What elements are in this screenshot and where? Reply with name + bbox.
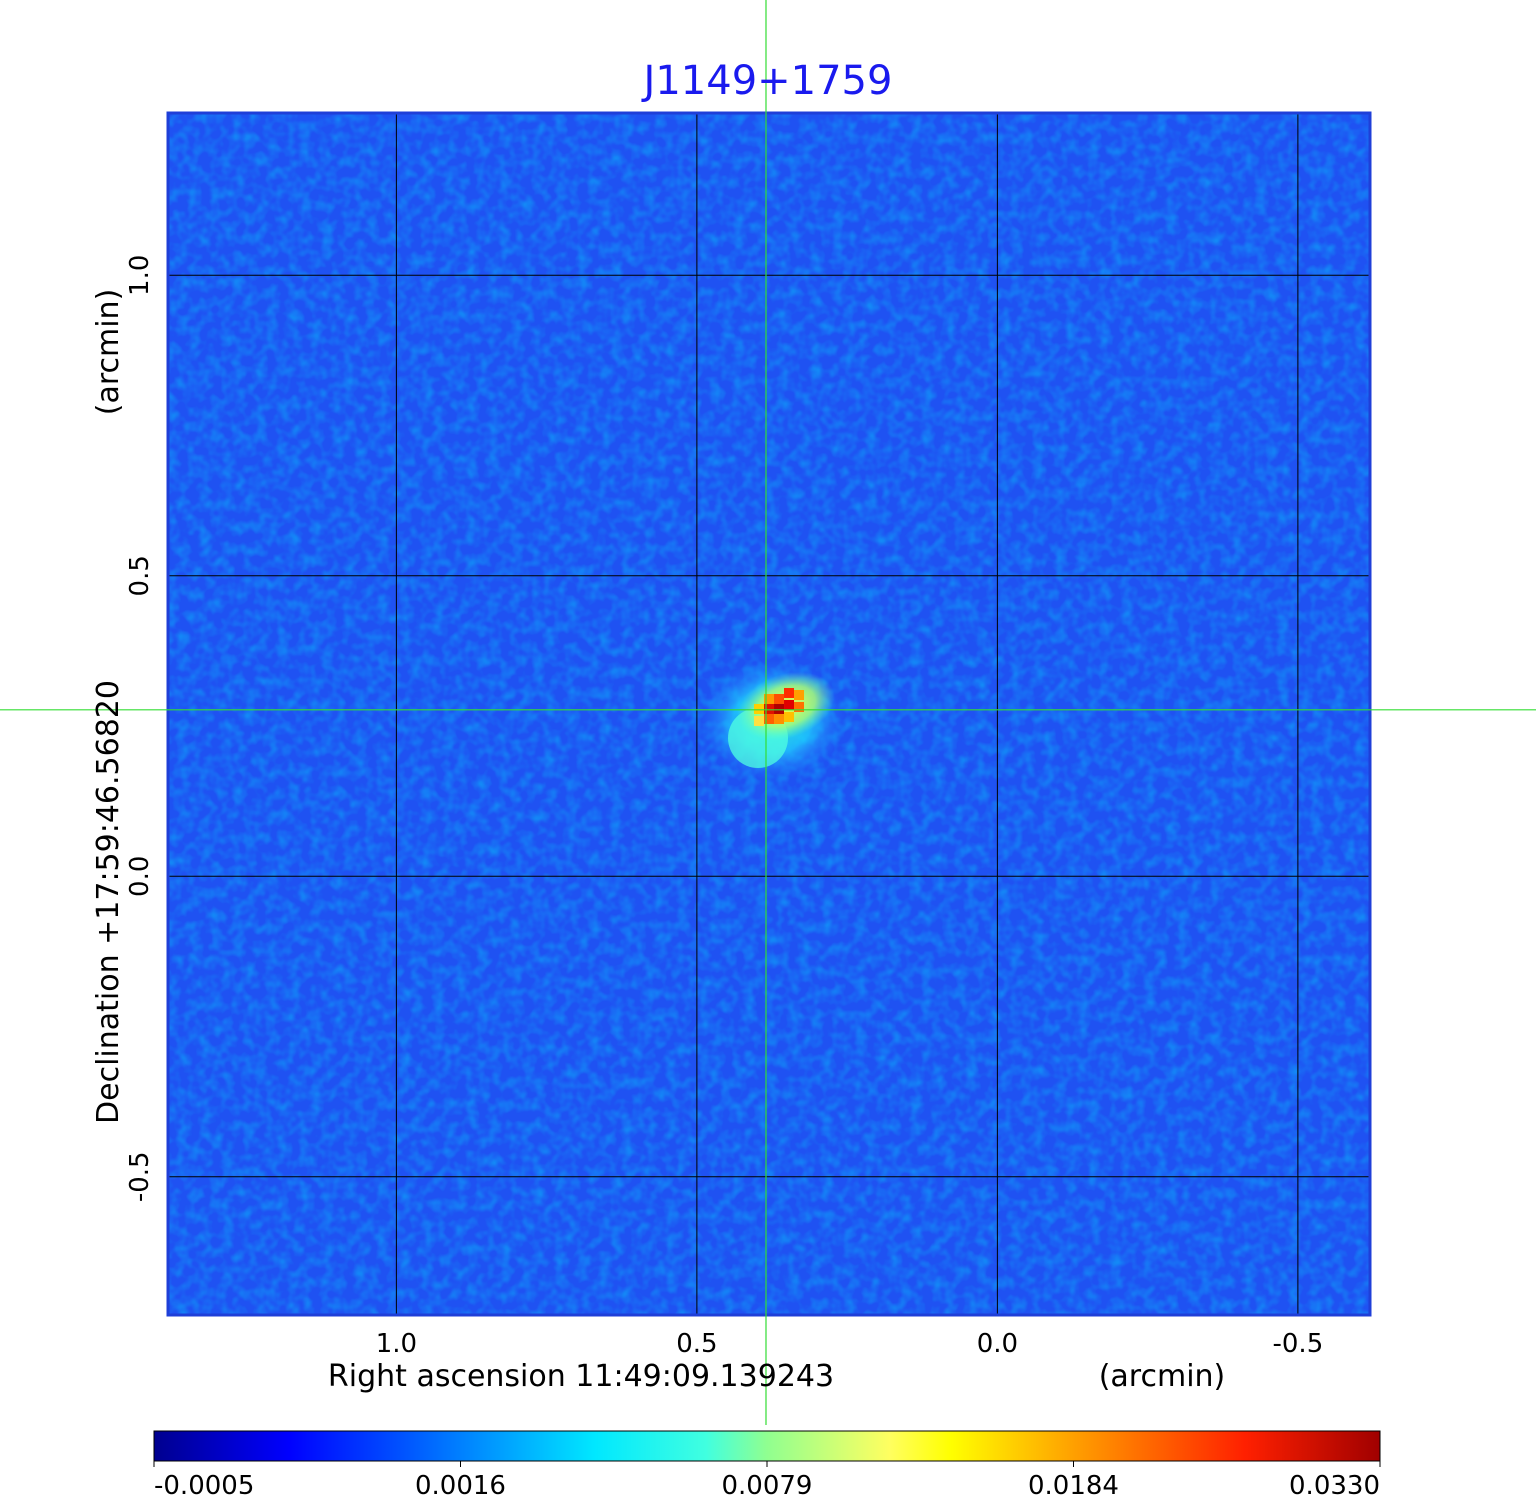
colorbar-tick-label: 0.0330 bbox=[1289, 1471, 1380, 1500]
source-emission bbox=[701, 659, 846, 780]
colorbar-gradient bbox=[153, 1430, 1381, 1462]
source-pixel bbox=[754, 715, 765, 726]
y-axis-label: Declination +17:59:46.56820 bbox=[91, 680, 126, 1124]
x-tick-label: -0.5 bbox=[1273, 1329, 1324, 1359]
y-tick-label: 0.0 bbox=[125, 856, 155, 897]
image-panel bbox=[168, 113, 1370, 1315]
y-tick-label: 1.0 bbox=[125, 255, 155, 296]
y-axis-ticks: 1.0 0.5 0.0 -0.5 bbox=[125, 255, 155, 1203]
x-tick-label: 0.0 bbox=[977, 1329, 1018, 1359]
y-tick-label: -0.5 bbox=[125, 1151, 155, 1202]
source-pixel bbox=[764, 693, 775, 704]
y-axis-unit: (arcmin) bbox=[91, 289, 126, 416]
source-pixel bbox=[794, 701, 805, 712]
colorbar-tick-label: 0.0184 bbox=[1028, 1471, 1119, 1500]
source-pixel bbox=[754, 703, 765, 714]
source-pixel bbox=[774, 703, 785, 714]
colorbar-tick-label: -0.0005 bbox=[154, 1471, 254, 1500]
x-axis-label: Right ascension 11:49:09.139243 bbox=[328, 1359, 834, 1394]
y-tick-label: 0.5 bbox=[125, 555, 155, 596]
coordinate-grid bbox=[168, 113, 1370, 1315]
x-tick-label: 1.0 bbox=[376, 1329, 417, 1359]
crosshair bbox=[0, 0, 1536, 1425]
source-pixel bbox=[784, 699, 795, 710]
source-pixel bbox=[764, 703, 775, 714]
colorbar: -0.0005 0.0016 0.0079 0.0184 0.0330 bbox=[153, 1430, 1381, 1500]
x-axis-unit: (arcmin) bbox=[1099, 1359, 1226, 1394]
source-pixel bbox=[764, 713, 775, 724]
image-frame bbox=[166, 111, 1372, 1317]
source-pixel bbox=[794, 689, 805, 700]
x-tick-label: 0.5 bbox=[676, 1329, 717, 1359]
chart-title: J1149+1759 bbox=[641, 58, 893, 104]
colorbar-tick-label: 0.0079 bbox=[722, 1471, 813, 1500]
source-pixel bbox=[774, 693, 785, 704]
colorbar-ticks: -0.0005 0.0016 0.0079 0.0184 0.0330 bbox=[153, 1461, 1381, 1500]
x-axis-ticks: 1.0 0.5 0.0 -0.5 bbox=[376, 1329, 1324, 1359]
source-pixel bbox=[784, 687, 795, 698]
source-pixel bbox=[784, 711, 795, 722]
colorbar-tick-label: 0.0016 bbox=[415, 1471, 506, 1500]
source-pixel bbox=[774, 713, 785, 724]
